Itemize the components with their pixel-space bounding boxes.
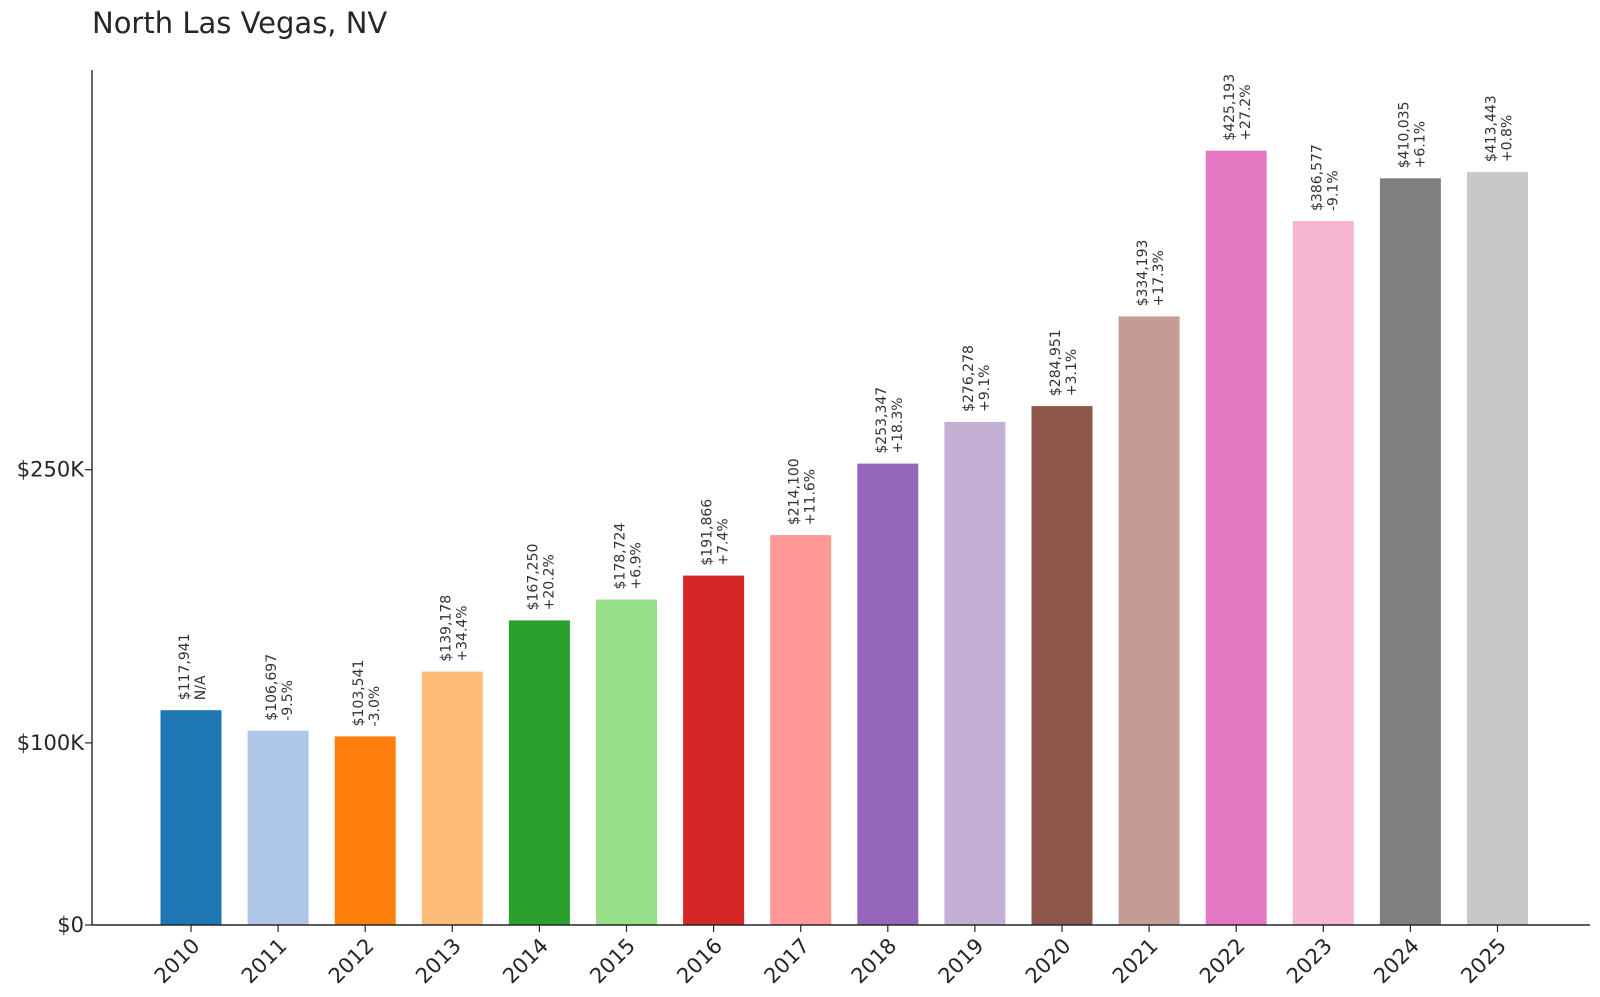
bar-label-2015: $178,724+6.9%: [613, 523, 645, 590]
bar-label-2025: $413,443+0.8%: [1484, 95, 1516, 162]
bar-label-2023: $386,577-9.1%: [1309, 144, 1341, 211]
bar-label-2013: $139,178+34.4%: [438, 595, 470, 662]
bar-2022: [1205, 150, 1267, 925]
bar-label-2021: $334,193+17.3%: [1135, 240, 1167, 307]
bar-2010: [160, 710, 222, 925]
bar-2016: [683, 575, 745, 925]
bar-label-2010: $117,941N/A: [177, 633, 209, 700]
x-tick-label-2017: 2017: [759, 934, 814, 989]
x-tick-label-2024: 2024: [1369, 934, 1424, 989]
bar-2017: [770, 535, 832, 925]
x-tick-label-2013: 2013: [411, 934, 466, 989]
x-tick-label-2022: 2022: [1195, 934, 1250, 989]
x-tick-label-2023: 2023: [1282, 934, 1337, 989]
bar-label-2018: $253,347+18.3%: [874, 387, 906, 454]
bar-2012: [334, 736, 396, 925]
y-tick-label-2: $250K: [17, 458, 85, 482]
bar-label-2019: $276,278+9.1%: [961, 345, 993, 412]
bar-label-2016: $191,866+7.4%: [700, 499, 732, 566]
bar-label-2011: $106,697-9.5%: [264, 654, 296, 721]
bar-2021: [1118, 316, 1180, 925]
x-tick-label-2020: 2020: [1021, 934, 1076, 989]
bar-label-2017: $214,100+11.6%: [787, 458, 819, 525]
x-tick-label-2016: 2016: [672, 934, 727, 989]
bar-2018: [857, 463, 919, 925]
bar-label-2020: $284,951+3.1%: [1048, 329, 1080, 396]
bars-group: [160, 150, 1528, 926]
bar-labels-group: $117,941N/A $106,697-9.5% $103,541-3.0% $13…: [177, 74, 1516, 727]
bar-2015: [596, 599, 657, 925]
bar-2019: [944, 421, 1006, 925]
chart-title: North Las Vegas, NV: [92, 6, 388, 40]
x-tick-label-2019: 2019: [934, 934, 989, 989]
bar-2024: [1379, 178, 1441, 926]
y-tick-label-1: $100K: [17, 731, 85, 755]
bar-2013: [421, 671, 483, 925]
x-tick-label-2021: 2021: [1108, 934, 1163, 989]
bar-label-2012: $103,541-3.0%: [351, 660, 383, 727]
x-tick-label-2012: 2012: [324, 934, 379, 989]
bar-label-2022: $425,193+27.2%: [1222, 74, 1254, 141]
x-tick-label-2015: 2015: [585, 934, 640, 989]
x-tick-label-2025: 2025: [1456, 934, 1511, 989]
bar-2011: [247, 730, 309, 925]
x-tick-label-2014: 2014: [498, 934, 553, 989]
bar-2014: [508, 620, 570, 925]
bar-2023: [1292, 221, 1354, 925]
x-tick-label-2010: 2010: [150, 934, 205, 989]
y-tick-label-0: $0: [57, 913, 84, 937]
bar-2020: [1031, 406, 1093, 926]
bar-label-2014: $167,250+20.2%: [525, 544, 557, 611]
bar-2025: [1467, 172, 1528, 926]
x-tick-label-2018: 2018: [847, 934, 902, 989]
x-tick-label-2011: 2011: [237, 934, 292, 989]
bar-label-2024: $410,035+6.1%: [1396, 101, 1428, 168]
